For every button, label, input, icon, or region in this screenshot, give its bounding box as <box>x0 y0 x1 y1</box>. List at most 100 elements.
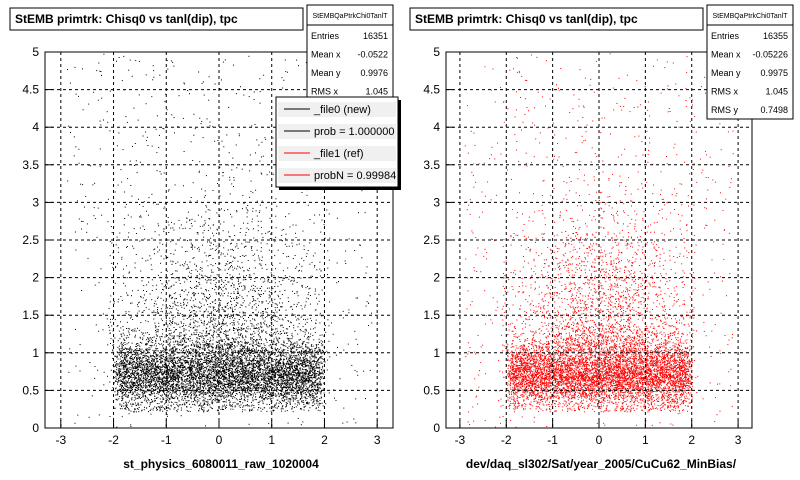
scatter-point <box>238 329 240 331</box>
scatter-point <box>193 333 195 335</box>
scatter-point <box>205 401 207 403</box>
scatter-point <box>269 404 270 405</box>
scatter-point <box>263 375 265 377</box>
scatter-point <box>316 345 317 347</box>
scatter-point <box>168 337 170 339</box>
scatter-point <box>269 407 271 409</box>
scatter-point <box>288 358 290 360</box>
scatter-point <box>215 366 217 368</box>
scatter-point <box>220 371 222 373</box>
scatter-point <box>235 371 237 373</box>
scatter-point <box>292 378 294 380</box>
scatter-point <box>313 368 315 370</box>
scatter-point <box>307 396 309 398</box>
scatter-point <box>231 265 232 267</box>
scatter-point <box>158 403 160 405</box>
scatter-point <box>145 343 147 345</box>
scatter-point <box>182 351 184 353</box>
scatter-point <box>241 349 243 351</box>
scatter-point <box>153 371 155 372</box>
scatter-point <box>216 385 218 387</box>
scatter-point <box>304 350 306 352</box>
scatter-point <box>132 367 134 368</box>
scatter-point <box>251 408 253 410</box>
scatter-point <box>354 330 356 332</box>
scatter-point <box>164 203 166 205</box>
scatter-point <box>174 397 176 399</box>
scatter-point <box>284 382 286 383</box>
scatter-point <box>223 361 225 363</box>
scatter-point <box>257 365 259 367</box>
scatter-point <box>262 281 264 283</box>
scatter-point <box>114 282 116 284</box>
scatter-point <box>156 372 158 374</box>
scatter-point <box>241 285 243 287</box>
scatter-point <box>234 388 236 390</box>
scatter-point <box>156 361 158 363</box>
scatter-point <box>250 279 252 280</box>
scatter-point <box>163 350 165 352</box>
scatter-point <box>157 246 158 248</box>
scatter-point <box>287 392 289 394</box>
scatter-point <box>265 370 267 372</box>
scatter-point <box>236 386 238 388</box>
scatter-point <box>253 390 255 392</box>
scatter-point <box>163 258 165 260</box>
scatter-point <box>162 381 164 383</box>
scatter-point <box>227 308 229 310</box>
scatter-point <box>134 378 136 379</box>
scatter-point <box>172 362 173 364</box>
scatter-point <box>252 207 254 209</box>
scatter-point <box>198 325 200 327</box>
scatter-point <box>134 267 136 269</box>
scatter-point <box>177 310 179 312</box>
scatter-point <box>317 350 318 352</box>
scatter-point <box>181 378 183 380</box>
scatter-point <box>281 318 283 320</box>
scatter-point <box>75 93 77 95</box>
scatter-point <box>220 358 222 360</box>
scatter-point <box>270 395 272 397</box>
scatter-point <box>198 171 200 173</box>
scatter-point <box>205 279 207 281</box>
scatter-point <box>318 351 320 353</box>
scatter-point <box>249 343 250 345</box>
scatter-point <box>275 372 277 373</box>
scatter-point <box>192 385 194 387</box>
scatter-point <box>320 373 322 375</box>
scatter-point <box>194 286 195 288</box>
scatter-point <box>321 289 323 291</box>
scatter-point <box>292 399 294 401</box>
scatter-point <box>215 398 217 400</box>
scatter-point <box>139 353 141 355</box>
scatter-point <box>204 359 206 361</box>
scatter-point <box>150 380 152 382</box>
scatter-point <box>114 391 116 393</box>
scatter-point <box>309 363 311 364</box>
scatter-point <box>233 391 234 393</box>
scatter-point <box>146 391 148 393</box>
scatter-point <box>222 375 224 377</box>
scatter-point <box>229 328 231 330</box>
scatter-point <box>129 348 131 350</box>
scatter-point <box>280 347 282 349</box>
scatter-point <box>131 372 133 374</box>
scatter-point <box>281 407 283 409</box>
scatter-point <box>125 364 127 366</box>
scatter-point <box>241 367 243 369</box>
scatter-point <box>224 279 226 281</box>
scatter-point <box>166 242 167 244</box>
scatter-point <box>314 309 316 311</box>
scatter-point <box>290 388 292 390</box>
scatter-point <box>230 405 232 406</box>
scatter-point <box>208 290 210 292</box>
scatter-point <box>250 381 252 383</box>
scatter-point <box>276 381 278 383</box>
scatter-point <box>142 390 144 392</box>
scatter-point <box>146 373 148 375</box>
scatter-point <box>229 367 231 369</box>
scatter-point <box>264 369 266 371</box>
scatter-point <box>134 371 136 373</box>
scatter-point <box>203 294 205 296</box>
scatter-point <box>237 329 239 330</box>
